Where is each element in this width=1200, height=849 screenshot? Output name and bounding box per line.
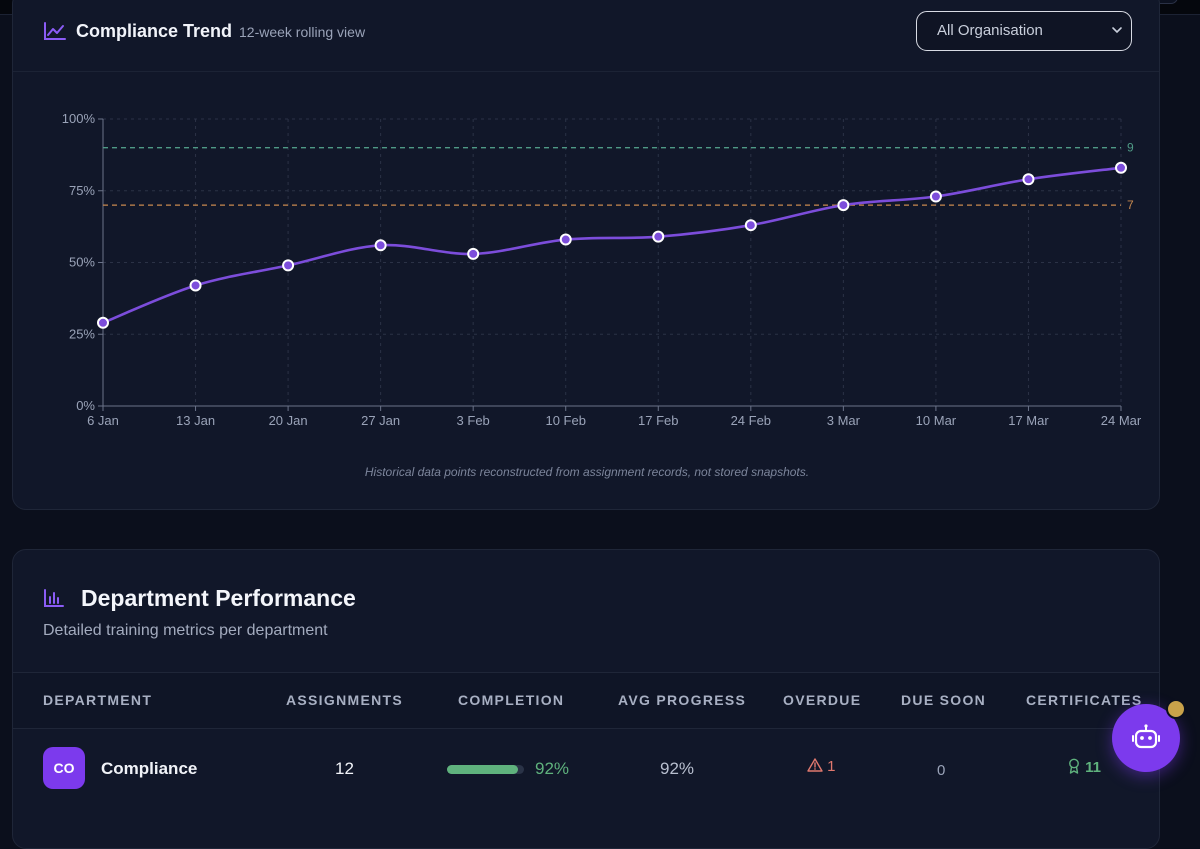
data-point <box>467 247 480 260</box>
x-tick-label: 20 Jan <box>269 413 308 428</box>
bar-chart-icon <box>44 589 64 607</box>
warning-icon <box>807 758 823 772</box>
assignments-value: 12 <box>335 759 354 778</box>
avg-progress-value: 92% <box>660 759 695 778</box>
due-soon-value: 0 <box>937 762 946 779</box>
x-tick-label: 13 Jan <box>176 413 215 428</box>
x-tick-label: 10 Mar <box>916 413 957 428</box>
data-point <box>837 199 850 212</box>
trend-subtitle: 12-week rolling view <box>239 24 366 40</box>
certificates-value: 11 <box>1085 759 1102 776</box>
department-title: Department Performance <box>81 585 356 611</box>
column-avg-progress[interactable]: AVG PROGRESS <box>618 692 747 708</box>
y-tick-label: 75% <box>69 183 95 198</box>
line-chart-icon <box>44 22 66 40</box>
y-tick-label: 25% <box>69 326 95 341</box>
x-tick-label: 27 Jan <box>361 413 400 428</box>
data-point <box>189 279 202 292</box>
data-point <box>97 316 109 329</box>
x-tick-label: 17 Mar <box>1008 413 1049 428</box>
department-avatar: CO <box>43 747 85 789</box>
organisation-select-value: All Organisation <box>937 22 1043 39</box>
compliance-trend-card: Compliance Trend 12-week rolling view Al… <box>12 0 1160 510</box>
series-line <box>102 166 1122 324</box>
x-tick-label: 17 Feb <box>638 413 678 428</box>
data-point <box>929 190 942 203</box>
column-assignments[interactable]: ASSIGNMENTS <box>286 692 403 708</box>
overdue-value: 1 <box>827 758 836 775</box>
x-tick-label: 3 Mar <box>827 413 861 428</box>
reference-line-label: 7 <box>1127 198 1134 212</box>
y-tick-label: 100% <box>62 111 96 126</box>
completion-value: 92% <box>535 759 570 778</box>
trend-card-header: Compliance Trend 12-week rolling view Al… <box>13 1 1159 72</box>
chart-footnote: Historical data points reconstructed fro… <box>364 465 810 479</box>
data-point <box>1115 161 1127 174</box>
column-certificates[interactable]: CERTIFICATES <box>1026 692 1143 708</box>
y-tick-label: 50% <box>69 255 95 270</box>
column-department[interactable]: DEPARTMENT <box>43 692 153 708</box>
data-point <box>374 239 387 252</box>
completion-bar-fill <box>447 765 518 774</box>
table-header: DEPARTMENT ASSIGNMENTS COMPLETION AVG PR… <box>13 672 1159 729</box>
department-subtitle: Detailed training metrics per department <box>43 622 328 639</box>
completion-bar <box>447 765 524 774</box>
x-tick-label: 24 Mar <box>1101 413 1142 428</box>
x-tick-label: 6 Jan <box>87 413 119 428</box>
x-tick-label: 24 Feb <box>731 413 771 428</box>
compliance-trend-chart: 0% 25% 50% 75% 100% 6 Jan 13 Jan 20 Jan 27 Jan 3 … <box>62 111 1142 428</box>
certificates-cell: 11 <box>1067 758 1101 776</box>
column-due-soon[interactable]: DUE SOON <box>901 692 987 708</box>
notification-dot <box>1166 699 1186 719</box>
column-completion[interactable]: COMPLETION <box>458 692 565 708</box>
award-icon <box>1069 758 1079 774</box>
robot-icon <box>1132 724 1160 749</box>
data-point <box>559 233 572 246</box>
overdue-cell: 1 <box>807 758 836 775</box>
y-tick-label: 0% <box>76 398 95 413</box>
data-point <box>744 219 757 232</box>
column-overdue[interactable]: OVERDUE <box>783 692 862 708</box>
chevron-down-icon <box>1112 27 1122 34</box>
department-name[interactable]: Compliance <box>101 759 198 778</box>
organisation-select[interactable]: All Organisation <box>916 11 1132 51</box>
x-tick-label: 10 Feb <box>545 413 585 428</box>
reference-line-label: 9 <box>1127 141 1134 155</box>
trend-title: Compliance Trend <box>76 21 233 41</box>
data-point <box>1022 173 1035 186</box>
x-tick-label: 3 Feb <box>457 413 490 428</box>
table-row[interactable]: CO Compliance 12 92% 92% 1 0 11 <box>13 728 1159 808</box>
data-point <box>652 230 665 243</box>
data-point <box>282 259 295 272</box>
department-performance-card: Department Performance Detailed training… <box>12 549 1160 849</box>
